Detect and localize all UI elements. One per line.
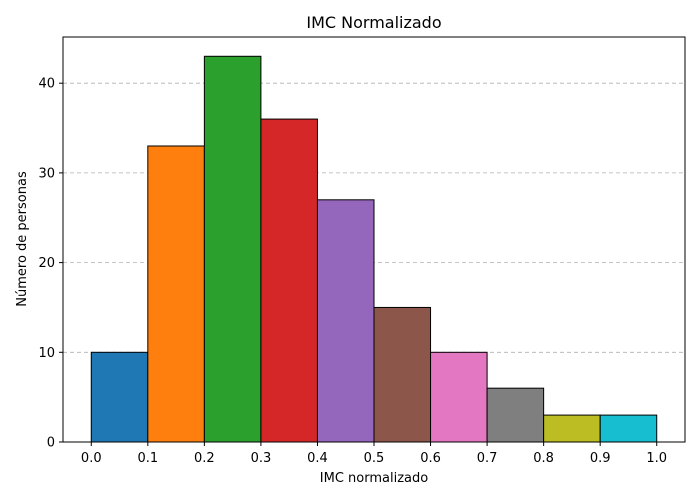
x-tick-label: 0.7 <box>477 451 498 466</box>
y-tick-label: 20 <box>38 256 55 271</box>
y-tick-label: 10 <box>38 346 55 361</box>
y-axis-label: Número de personas <box>15 171 30 307</box>
bar-5 <box>373 306 432 443</box>
x-tick-label: 0.1 <box>137 451 158 466</box>
bar-4 <box>316 199 375 443</box>
x-tick-label: 0.8 <box>533 451 554 466</box>
bar-7 <box>486 387 545 443</box>
x-tick-label: 0.4 <box>307 451 328 466</box>
bar-8 <box>543 414 601 443</box>
x-tick-label: 0.6 <box>420 451 441 466</box>
x-tick-label: 0.2 <box>194 451 215 466</box>
y-tick-label: 0 <box>47 436 55 451</box>
x-axis-label: IMC normalizado <box>320 471 428 486</box>
bar-3 <box>260 118 318 443</box>
x-tick-label: 0.9 <box>590 451 611 466</box>
x-tick-label: 0.5 <box>364 451 385 466</box>
chart-title: IMC Normalizado <box>306 13 441 32</box>
y-tick-label: 40 <box>38 77 55 92</box>
bar-1 <box>147 145 205 443</box>
bar-2 <box>203 55 262 443</box>
x-tick-label: 1.0 <box>646 451 667 466</box>
bar-0 <box>90 351 149 443</box>
x-tick-label: 0.0 <box>81 451 102 466</box>
x-tick-label: 0.3 <box>251 451 272 466</box>
y-tick-label: 30 <box>38 166 55 181</box>
ticks: 0.0 0.1 0.2 0.3 0.4 0.5 0.6 0.7 0.8 0.9 1.0 0 10 20 30… <box>38 77 667 466</box>
bar-9 <box>599 414 658 443</box>
bar-6 <box>430 351 488 443</box>
